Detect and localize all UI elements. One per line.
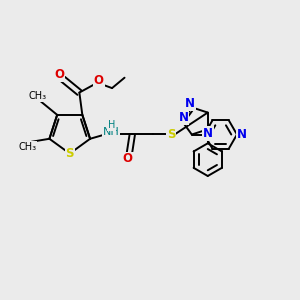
Text: CH₃: CH₃: [18, 142, 36, 152]
Text: O: O: [123, 152, 133, 166]
Text: N: N: [185, 97, 195, 110]
Text: O: O: [94, 74, 104, 87]
Text: S: S: [65, 147, 74, 160]
Text: S: S: [167, 128, 175, 141]
Text: NH: NH: [103, 127, 119, 137]
Text: N: N: [237, 128, 247, 141]
Text: H: H: [108, 120, 115, 130]
Text: CH₃: CH₃: [29, 92, 47, 101]
Text: O: O: [54, 68, 64, 81]
Text: N: N: [203, 127, 213, 140]
Text: N: N: [178, 111, 188, 124]
